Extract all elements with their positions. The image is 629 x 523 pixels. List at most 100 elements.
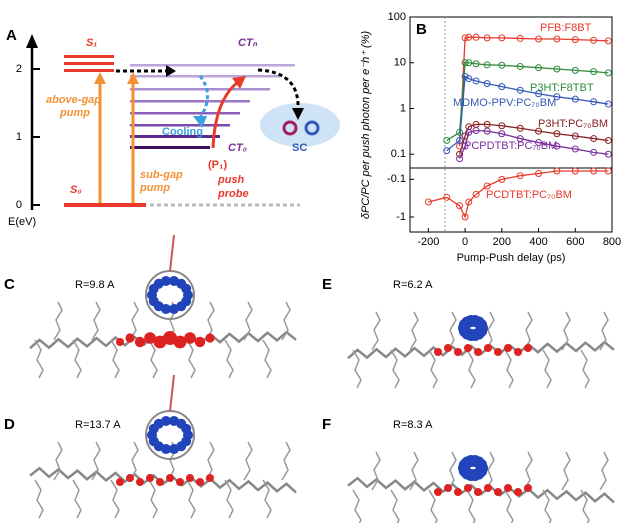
charge-density	[146, 474, 154, 482]
panel-label: B	[416, 21, 427, 38]
sc-region	[260, 103, 340, 147]
tick-label: 1	[16, 131, 22, 143]
charge-density	[454, 488, 462, 496]
cooling-label: Cooling	[162, 126, 203, 138]
side-chain	[91, 441, 101, 481]
distance-label: R=6.2 A	[393, 279, 433, 291]
charge-density	[434, 348, 442, 356]
side-chain	[371, 311, 381, 351]
data-point	[465, 198, 473, 206]
charge-density	[126, 474, 134, 482]
arrowhead	[232, 76, 246, 89]
axis-arrow	[26, 34, 38, 48]
y-tick-label: 10	[394, 57, 406, 69]
side-chain	[409, 451, 419, 491]
side-chain	[91, 301, 101, 341]
pump-label: pump	[59, 107, 90, 119]
charge-density	[514, 348, 522, 356]
data-point	[456, 202, 464, 210]
side-chain	[110, 339, 120, 379]
series-label: MDMO-PPV:PC₇₀BM	[453, 97, 556, 109]
cooling-arrow	[198, 75, 209, 119]
push-label: (P₁)	[208, 159, 228, 171]
charge-density	[156, 478, 164, 486]
charge-density	[484, 484, 492, 492]
series-label: P3HT:PC₇₀BM	[538, 118, 608, 130]
side-chain	[53, 441, 63, 481]
charge-density	[504, 484, 512, 492]
panel-label: C	[4, 276, 15, 293]
electron-density	[169, 304, 180, 315]
side-chain	[186, 479, 196, 519]
side-chain	[281, 301, 291, 341]
side-chain	[53, 301, 63, 341]
push-arrow	[211, 80, 239, 149]
side-chain	[243, 441, 253, 481]
side-chain	[466, 489, 476, 523]
side-chain	[352, 349, 362, 389]
x-tick-label: 0	[462, 236, 468, 248]
data-point	[465, 128, 473, 136]
side-chain	[34, 479, 44, 519]
side-chain	[599, 451, 609, 491]
series-label: P3HT:F8TBT	[530, 82, 594, 94]
charge-density	[514, 488, 522, 496]
y2-tick-label: -1	[396, 211, 406, 223]
side-chain	[205, 441, 215, 481]
charge-density	[474, 348, 482, 356]
data-point	[424, 198, 432, 206]
side-chain	[447, 451, 457, 491]
side-chain	[110, 479, 120, 519]
side-chain	[390, 349, 400, 389]
ct0-label: CT₀	[228, 142, 247, 154]
charge-density	[494, 488, 502, 496]
charge-density	[194, 336, 206, 348]
charge-density	[444, 344, 452, 352]
plot-frame	[409, 16, 613, 233]
series-label: PCDTBT:PC₇₀BM	[486, 189, 572, 201]
x-axis-label: Pump-Push delay (ps)	[457, 252, 566, 264]
data-point	[472, 77, 480, 85]
charge-density	[494, 348, 502, 356]
y2-tick-label: -0.1	[387, 173, 406, 185]
fit-line	[428, 170, 609, 219]
y-tick-label: 100	[388, 11, 406, 23]
charge-density	[464, 344, 472, 352]
side-chain	[390, 489, 400, 523]
data-point	[483, 182, 491, 190]
distance-label: R=9.8 A	[75, 279, 115, 291]
side-chain	[186, 339, 196, 379]
x-tick-label: 200	[493, 236, 511, 248]
side-chain	[580, 349, 590, 389]
distance-label: R=13.7 A	[75, 419, 121, 431]
hole	[282, 120, 298, 136]
side-chain	[599, 311, 609, 351]
x-tick-label: 800	[603, 236, 621, 248]
x-tick-label: 400	[529, 236, 547, 248]
panel-label: A	[6, 27, 17, 44]
side-chain	[148, 479, 158, 519]
panel-a: A E(eV) S₁ CTₙ CT₀ Cooling (P₁) push pro…	[6, 27, 340, 228]
charge-density	[136, 478, 144, 486]
data-point	[465, 75, 473, 83]
side-chain	[561, 451, 571, 491]
data-point	[456, 155, 464, 163]
arrowhead	[292, 108, 304, 120]
fit-line	[458, 36, 609, 147]
separation-arrow	[257, 68, 300, 111]
charge-density	[166, 474, 174, 482]
charge-density	[484, 344, 492, 352]
side-chain	[72, 339, 82, 379]
data-point	[461, 213, 469, 221]
side-chain	[504, 489, 514, 523]
y-tick-label: 1	[400, 102, 406, 114]
side-chain	[523, 311, 533, 351]
charge-density	[464, 484, 472, 492]
fit-line	[446, 62, 609, 142]
electron-density	[181, 423, 192, 434]
side-chain	[561, 311, 571, 351]
charge-density	[444, 484, 452, 492]
charge-density	[186, 474, 194, 482]
ct-levels	[130, 64, 295, 149]
